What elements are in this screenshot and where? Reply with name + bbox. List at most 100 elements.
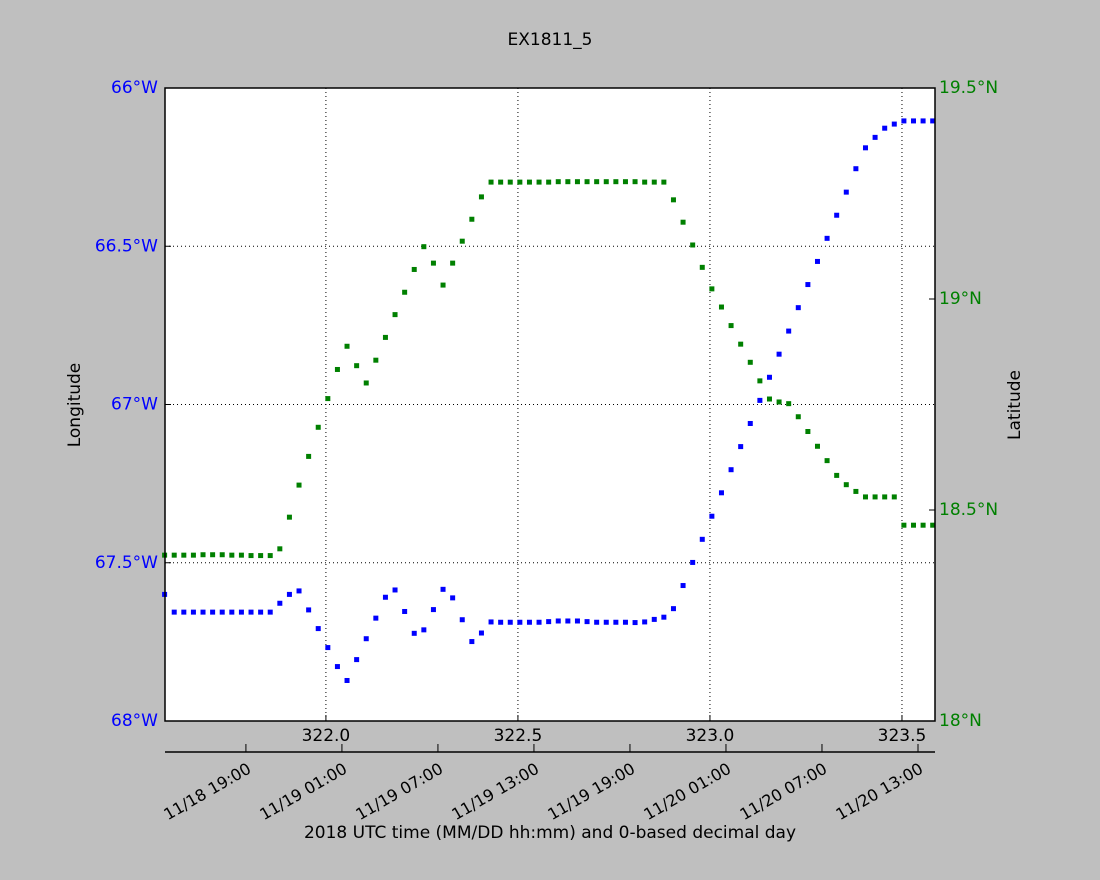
data-point [584, 619, 590, 625]
data-point [315, 626, 321, 632]
data-point [488, 619, 494, 625]
data-point [642, 179, 648, 185]
data-point [834, 212, 840, 218]
data-point [670, 606, 676, 612]
data-point [613, 179, 619, 185]
data-point [296, 588, 302, 594]
data-point [238, 552, 244, 558]
data-point [901, 118, 907, 124]
y2-tick-label: 18°N [939, 711, 982, 731]
data-point [181, 609, 187, 615]
data-point [478, 194, 484, 200]
data-point [910, 118, 916, 124]
data-point [680, 583, 686, 589]
plot-frame [164, 87, 936, 722]
data-point [670, 197, 676, 203]
data-point [786, 328, 792, 334]
x-tick-label: 322.0 [302, 726, 351, 746]
data-point [891, 121, 897, 127]
data-point [747, 420, 753, 426]
data-point [219, 609, 225, 615]
data-point [862, 145, 868, 151]
data-point [373, 615, 379, 621]
data-point [718, 490, 724, 496]
data-point [219, 552, 225, 558]
data-point [277, 546, 283, 552]
data-point [258, 553, 264, 559]
x-tick-label: 323.0 [686, 726, 735, 746]
data-point [258, 609, 264, 615]
data-point [296, 482, 302, 488]
data-point [814, 258, 820, 264]
y2-tick-label: 19°N [939, 289, 982, 309]
data-point [795, 414, 801, 420]
data-point [402, 608, 408, 614]
data-point [286, 514, 292, 520]
data-point [709, 513, 715, 519]
data-point [853, 488, 859, 494]
data-point [872, 134, 878, 140]
data-point [910, 522, 916, 528]
data-point [632, 179, 638, 185]
data-point [238, 609, 244, 615]
data-point [805, 282, 811, 288]
data-point [824, 458, 830, 464]
y-tick-label: 66°W [111, 78, 158, 98]
y-tick-label: 67.5°W [95, 553, 158, 573]
data-point [632, 620, 638, 626]
data-point [747, 359, 753, 365]
data-point [565, 179, 571, 185]
data-point [661, 179, 667, 185]
data-point [171, 552, 177, 558]
data-point [190, 552, 196, 558]
data-point [171, 609, 177, 615]
data-point [517, 179, 523, 185]
data-point [229, 552, 235, 558]
data-point [574, 618, 580, 624]
data-point [699, 264, 705, 270]
data-point [411, 630, 417, 636]
data-point [478, 630, 484, 636]
data-point [699, 536, 705, 542]
data-point [402, 289, 408, 295]
y-tick-label: 68°W [111, 711, 158, 731]
data-point [344, 343, 350, 349]
data-point [286, 591, 292, 597]
y2-tick-label: 19.5°N [939, 78, 998, 98]
data-point [594, 179, 600, 185]
data-point [325, 396, 331, 402]
data-point [469, 216, 475, 222]
data-point [536, 619, 542, 625]
data-point [757, 378, 763, 384]
data-point [555, 179, 561, 185]
data-point [450, 595, 456, 601]
data-point [354, 363, 360, 369]
data-point [363, 380, 369, 386]
data-point [181, 552, 187, 558]
data-point [306, 607, 312, 613]
data-point [805, 429, 811, 435]
data-point [728, 467, 734, 473]
data-point [498, 619, 504, 625]
x-tick-label: 323.5 [878, 726, 927, 746]
data-point [440, 586, 446, 592]
data-point [622, 179, 628, 185]
data-point [277, 600, 283, 606]
data-point [229, 609, 235, 615]
data-point [382, 334, 388, 340]
data-point [430, 607, 436, 613]
data-point [930, 118, 936, 124]
data-point [766, 374, 772, 380]
data-point [363, 636, 369, 642]
data-point [882, 494, 888, 500]
data-point [507, 619, 513, 625]
data-point [546, 619, 552, 625]
data-point [920, 118, 926, 124]
data-point [766, 396, 772, 402]
y-tick-label: 67°W [111, 395, 158, 415]
data-point [680, 219, 686, 225]
data-point [728, 323, 734, 329]
data-point [555, 618, 561, 624]
